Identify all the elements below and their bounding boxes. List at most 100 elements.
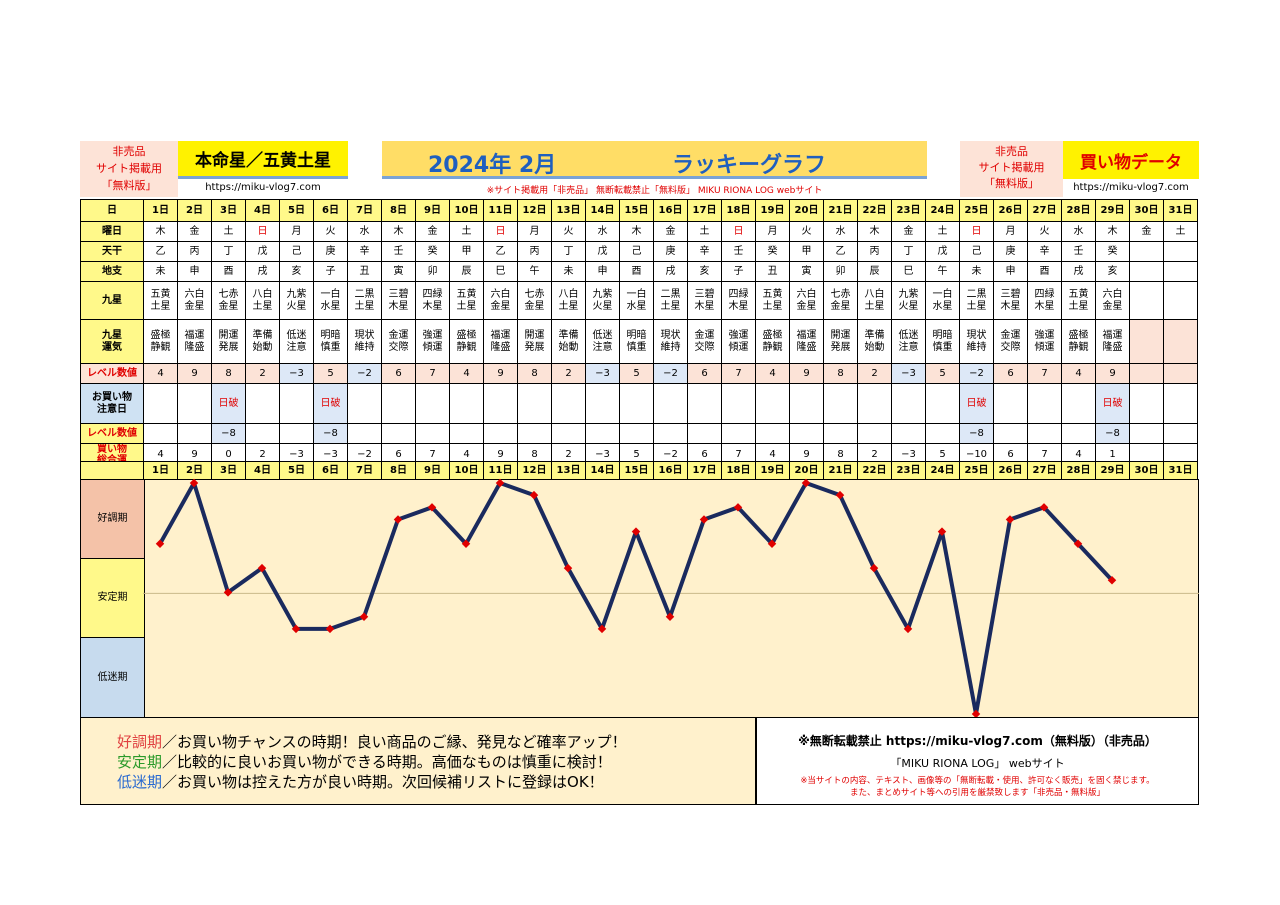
cell-line: 開運 [830, 329, 851, 341]
left-notice-line: サイト掲載用 [96, 162, 162, 175]
right-notice-line: 非売品 [995, 145, 1028, 158]
left-notice-line: 非売品 [112, 145, 146, 158]
series-line [158, 481, 1114, 716]
cell-line: 慎重 [320, 341, 341, 353]
cell-line: 交際 [388, 341, 409, 353]
row-label-line: 買い物 [97, 443, 127, 455]
footer-legend: 好調期／お買い物チャンスの時期！良い商品のご縁、発見など確率アップ！ 安定期／比… [80, 717, 756, 805]
cell-line: 現状 [660, 329, 681, 341]
cell-line: 静観 [150, 341, 171, 353]
cell-line: 金星 [1102, 300, 1123, 312]
cell-line: 静観 [1068, 341, 1089, 353]
cell-line: 盛極 [762, 329, 783, 341]
cell-line: 二黒 [354, 288, 375, 300]
cell-line: 水星 [932, 300, 953, 312]
cell-line: 一白 [626, 288, 647, 300]
cell-line: 三碧 [694, 288, 715, 300]
cell-line: 福運 [490, 329, 511, 341]
title-name: ラッキーグラフ [672, 153, 827, 178]
cell-line: 金星 [490, 300, 511, 312]
cell-line: 火星 [592, 300, 613, 312]
cell-line: 三碧 [1000, 288, 1021, 300]
cell-line: 金星 [796, 300, 817, 312]
legend-text: ／お買い物チャンスの時期！良い商品のご縁、発見など確率アップ！ [162, 733, 627, 751]
cell-line: 金星 [184, 300, 205, 312]
data-point [495, 478, 505, 488]
right-notice-line: 「無料版」 [984, 177, 1039, 190]
cell-line: 盛極 [150, 329, 171, 341]
data-point [665, 612, 675, 621]
cell-line: 始動 [252, 341, 273, 353]
cell-line: 明暗 [626, 329, 647, 341]
data-point [393, 515, 403, 524]
cell-line: 水星 [320, 300, 341, 312]
cell-line: 盛極 [456, 329, 477, 341]
cell-line: 五黄 [456, 288, 477, 300]
cell-line: 傾運 [1034, 341, 1055, 353]
center-subtitle-text: ※サイト掲載用「非売品」 無断転載禁止「無料版」 MIKU RIONA LOG … [486, 186, 823, 196]
cell-line: 注意 [592, 341, 613, 353]
row-label-uk: 九星 運気 [80, 319, 144, 364]
left-notice: 非売品 サイト掲載用 「無料版」 [80, 141, 178, 197]
left-title: 本命星／五黄土星 [178, 141, 348, 179]
data-point [427, 503, 437, 512]
cell-line: 金星 [524, 300, 545, 312]
cell-line: 一白 [932, 288, 953, 300]
legend-low: 低迷期／お買い物は控えた方が良い時期。次回候補リストに登録はOK！ [117, 772, 755, 792]
cell-line: 火星 [898, 300, 919, 312]
data-point [1073, 539, 1083, 549]
cell-line: 慎重 [626, 341, 647, 353]
cell-line: 始動 [864, 341, 885, 353]
data-point [631, 527, 641, 536]
zone-label-low: 低迷期 [80, 637, 145, 718]
cell-line: 六白 [1102, 288, 1123, 300]
row-label-line: 九星 [102, 329, 122, 341]
cell-line: 土星 [966, 300, 987, 312]
cell-line: 準備 [864, 329, 885, 341]
notice-line: ※当サイトの内容、テキスト、画像等の「無断転載・使用、許可なく販売」を固く禁じま… [800, 776, 1155, 786]
cell-line: 傾運 [422, 341, 443, 353]
cell-line: 木星 [1034, 300, 1055, 312]
cell-line: 土星 [456, 300, 477, 312]
cell-line: 木星 [728, 300, 749, 312]
right-title: 買い物データ [1063, 141, 1199, 179]
legend-term: 低迷期 [117, 773, 163, 791]
footer-notice: ※無断転載禁止 https://miku-vlog7.com（無料版）（非売品）… [756, 717, 1199, 805]
cell-line: 六白 [184, 288, 205, 300]
data-point [529, 490, 539, 500]
zone-label-text: 好調期 [97, 513, 128, 524]
cell-line: 福運 [796, 329, 817, 341]
legend-term: 好調期 [117, 733, 163, 751]
cell-line: 木星 [422, 300, 443, 312]
right-url: https://miku-vlog7.com [1063, 182, 1199, 197]
legend-good: 好調期／お買い物チャンスの時期！良い商品のご縁、発見など確率アップ！ [117, 732, 755, 752]
cell-line: 四緑 [422, 288, 443, 300]
cell-line: 九紫 [592, 288, 613, 300]
cell-line: 七赤 [830, 288, 851, 300]
cell-line: 四緑 [728, 288, 749, 300]
cell-line: 明暗 [320, 329, 341, 341]
cell-line: 低迷 [286, 329, 307, 341]
cell-line: 維持 [660, 341, 681, 353]
cell-line: 現状 [966, 329, 987, 341]
cell-line: 二黒 [966, 288, 987, 300]
cell-line: 九紫 [898, 288, 919, 300]
cell-line: 六白 [490, 288, 511, 300]
cell-line: 五黄 [762, 288, 783, 300]
zone-label-stable: 安定期 [80, 558, 145, 638]
center-title: 2024年 2月 ラッキーグラフ [382, 141, 927, 179]
cell-line: 二黒 [660, 288, 681, 300]
cell-line: 三碧 [388, 288, 409, 300]
cell-line: 七赤 [524, 288, 545, 300]
data-point [1005, 515, 1015, 524]
cell-line: 明暗 [932, 329, 953, 341]
data-point [1107, 576, 1117, 585]
cell-line: 低迷 [898, 329, 919, 341]
data-point [563, 563, 573, 573]
cell-line: 注意 [898, 341, 919, 353]
cell-line: 発展 [830, 341, 851, 353]
cell-line: 金星 [830, 300, 851, 312]
right-title-text: 買い物データ [1080, 152, 1182, 173]
cell-line: 五黄 [150, 288, 171, 300]
